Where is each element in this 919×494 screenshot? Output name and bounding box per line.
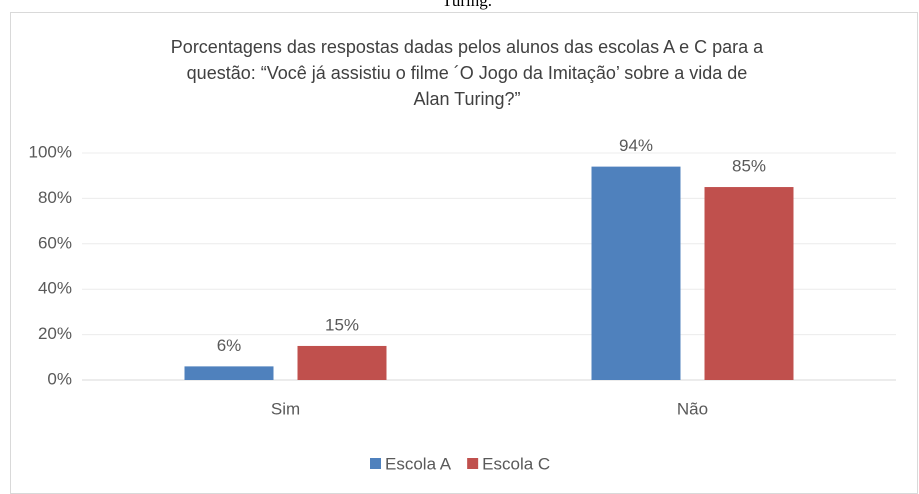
y-tick-label: 80% [38, 188, 72, 207]
legend-swatch [467, 458, 479, 469]
data-label: 94% [619, 136, 653, 155]
bar [184, 366, 274, 380]
legend-label: Escola A [385, 454, 452, 473]
chart-title: questão: “Você já assistiu o filme ´O Jo… [187, 63, 748, 83]
y-tick-label: 20% [38, 324, 72, 343]
chart-title: Porcentagens das respostas dadas pelos a… [171, 37, 764, 57]
y-tick-label: 100% [29, 142, 72, 161]
data-label: 15% [325, 315, 359, 334]
y-tick-label: 0% [47, 369, 72, 388]
y-tick-label: 60% [38, 233, 72, 252]
bar [297, 345, 387, 380]
bar [704, 187, 794, 380]
legend-swatch [370, 458, 381, 469]
bar [591, 166, 681, 380]
legend-label: Escola C [482, 454, 550, 473]
data-label: 6% [217, 336, 242, 355]
chart-title: Alan Turing?” [413, 89, 520, 109]
caption: Turing. [442, 0, 492, 10]
data-label: 85% [732, 157, 766, 176]
x-tick-label: Não [677, 399, 708, 418]
y-tick-label: 40% [38, 279, 72, 298]
x-tick-label: Sim [271, 399, 300, 418]
